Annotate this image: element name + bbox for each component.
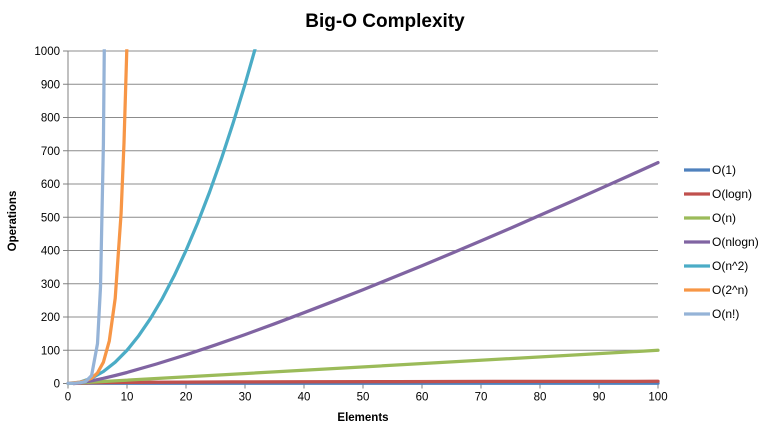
legend-label-O(1): O(1) <box>712 163 736 177</box>
x-tick-label-90: 90 <box>593 392 606 404</box>
x-axis-title: Elements <box>337 412 388 424</box>
legend-label-O(n^2): O(n^2) <box>712 259 748 273</box>
series-lines <box>66 49 660 386</box>
x-tick-label-10: 10 <box>121 392 134 404</box>
legend-item-O(n^2): O(n^2) <box>684 259 748 273</box>
gridlines <box>68 50 658 351</box>
y-tick-label-700: 700 <box>41 146 60 158</box>
legend-label-O(n): O(n) <box>712 211 736 225</box>
y-tick-label-400: 400 <box>41 246 60 258</box>
axes <box>63 50 659 389</box>
x-tick-label-50: 50 <box>357 392 370 404</box>
y-tick-label-100: 100 <box>41 345 60 357</box>
chart-title: Big-O Complexity <box>305 11 465 32</box>
x-tick-label-20: 20 <box>180 392 193 404</box>
y-tick-label-500: 500 <box>41 212 60 224</box>
series-line-O(n) <box>66 348 660 386</box>
legend-item-O(2^n): O(2^n) <box>684 283 748 297</box>
y-tick-label-200: 200 <box>41 312 60 324</box>
y-tick-label-800: 800 <box>41 113 60 125</box>
y-tick-label-300: 300 <box>41 279 60 291</box>
y-tick-label-900: 900 <box>41 79 60 91</box>
y-tick-label-0: 0 <box>54 379 60 391</box>
y-axis-title: Operations <box>7 191 19 252</box>
series-line-O(n^2) <box>66 49 257 386</box>
series-line-O(nlogn) <box>72 160 660 386</box>
legend: O(1) O(logn) O(n) O(nlogn) O(n^2) O(2^n) O(n!) <box>684 163 759 321</box>
x-tick-label-100: 100 <box>648 392 667 404</box>
y-tick-label-1000: 1000 <box>34 46 60 58</box>
legend-label-O(2^n): O(2^n) <box>712 283 748 297</box>
legend-item-O(nlogn): O(nlogn) <box>684 235 759 249</box>
x-tick-label-30: 30 <box>239 392 252 404</box>
x-axis-tick-labels: 0 10 20 30 40 50 60 70 80 90 100 <box>65 392 668 404</box>
x-tick-label-40: 40 <box>298 392 311 404</box>
legend-item-O(logn): O(logn) <box>684 187 752 201</box>
legend-item-O(n!): O(n!) <box>684 307 739 321</box>
legend-label-O(logn): O(logn) <box>712 187 752 201</box>
x-tick-label-60: 60 <box>416 392 429 404</box>
legend-label-O(n!): O(n!) <box>712 307 739 321</box>
legend-item-O(1): O(1) <box>684 163 736 177</box>
y-tick-label-600: 600 <box>41 179 60 191</box>
series-line-O(n!) <box>66 49 106 385</box>
x-tick-label-0: 0 <box>65 392 71 404</box>
x-tick-label-80: 80 <box>534 392 547 404</box>
x-tick-label-70: 70 <box>475 392 488 404</box>
legend-item-O(n): O(n) <box>684 211 736 225</box>
legend-label-O(nlogn): O(nlogn) <box>712 235 759 249</box>
y-axis-tick-labels: 0 100 200 300 400 500 600 700 800 900 1000 <box>34 46 60 391</box>
